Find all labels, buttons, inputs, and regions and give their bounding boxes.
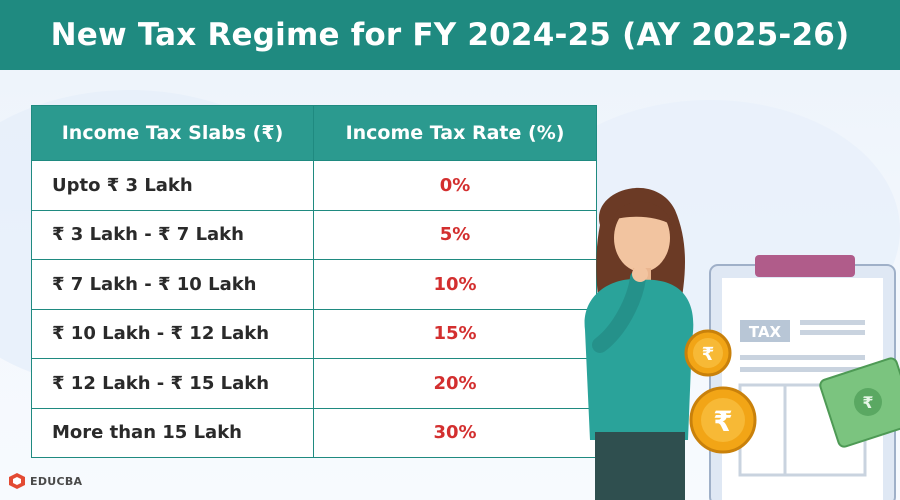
- coin-large-illustration: ₹: [689, 386, 757, 454]
- woman-illustration: [584, 187, 694, 500]
- table-header-row: Income Tax Slabs (₹) Income Tax Rate (%): [31, 105, 597, 161]
- table-row: ₹ 10 Lakh - ₹ 12 Lakh 15%: [31, 308, 597, 359]
- column-header-slabs: Income Tax Slabs (₹): [31, 105, 314, 161]
- banknote-illustration: ₹: [819, 357, 900, 448]
- rate-cell: 5%: [313, 209, 597, 260]
- table-row: ₹ 7 Lakh - ₹ 10 Lakh 10%: [31, 259, 597, 310]
- slab-cell: ₹ 7 Lakh - ₹ 10 Lakh: [31, 259, 314, 310]
- table-row: More than 15 Lakh 30%: [31, 407, 597, 458]
- table-row: ₹ 3 Lakh - ₹ 7 Lakh 5%: [31, 209, 597, 260]
- coin-small-illustration: ₹: [684, 329, 732, 377]
- coin-rupee-symbol: ₹: [713, 405, 732, 438]
- slab-cell: ₹ 3 Lakh - ₹ 7 Lakh: [31, 209, 314, 260]
- table-row: Upto ₹ 3 Lakh 0%: [31, 160, 597, 211]
- banknote-rupee-symbol: ₹: [862, 393, 873, 412]
- tax-slab-table: Income Tax Slabs (₹) Income Tax Rate (%)…: [31, 105, 597, 458]
- tax-illustration: TAX ₹ ₹ ₹: [584, 187, 900, 500]
- slab-cell: ₹ 10 Lakh - ₹ 12 Lakh: [31, 308, 314, 359]
- tax-label: TAX: [749, 323, 782, 341]
- slab-cell: Upto ₹ 3 Lakh: [31, 160, 314, 211]
- brand-name: EDUCBA: [30, 474, 83, 488]
- rate-cell: 15%: [313, 308, 597, 359]
- title-banner: New Tax Regime for FY 2024-25 (AY 2025-2…: [0, 0, 900, 70]
- slab-cell: More than 15 Lakh: [31, 407, 314, 458]
- rate-cell: 30%: [313, 407, 597, 458]
- rate-cell: 10%: [313, 259, 597, 310]
- page-title: New Tax Regime for FY 2024-25 (AY 2025-2…: [50, 17, 850, 53]
- educba-logo-icon: [9, 473, 25, 489]
- column-header-rate: Income Tax Rate (%): [313, 105, 597, 161]
- table-row: ₹ 12 Lakh - ₹ 15 Lakh 20%: [31, 358, 597, 409]
- coin-rupee-symbol: ₹: [702, 344, 715, 365]
- rate-cell: 20%: [313, 358, 597, 409]
- brand-logo: EDUCBA: [8, 472, 82, 490]
- slab-cell: ₹ 12 Lakh - ₹ 15 Lakh: [31, 358, 314, 409]
- rate-cell: 0%: [313, 160, 597, 211]
